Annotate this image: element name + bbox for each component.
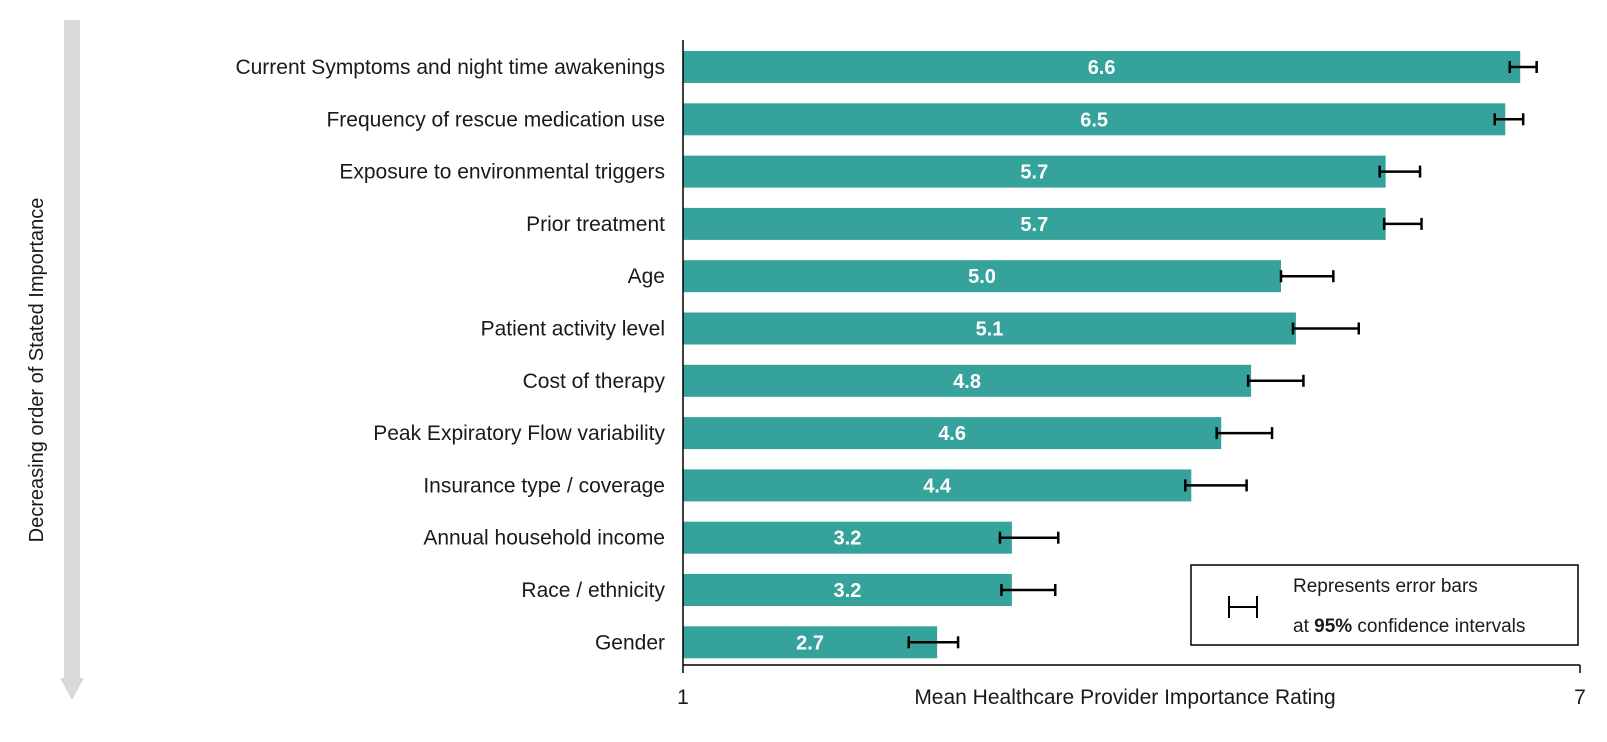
legend-line-2-prefix: at: [1293, 616, 1314, 637]
bar-value-label: 5.7: [1020, 214, 1048, 236]
legend-line-2: at 95% confidence intervals: [1293, 616, 1525, 637]
legend: Represents error bars at 95% confidence …: [1190, 564, 1579, 646]
arrow-head: [60, 678, 84, 700]
legend-box: [1190, 564, 1579, 646]
legend-line-1: Represents error bars: [1293, 576, 1478, 597]
bar-value-label: 4.6: [938, 423, 966, 445]
error-bars: [907, 61, 1538, 649]
bar: [683, 469, 1192, 502]
error-bar: [1378, 165, 1422, 178]
side-axis-title: Decreasing order of Stated Importance: [26, 198, 48, 543]
bar-value-label: 4.8: [953, 371, 981, 393]
bar-value-label: 6.6: [1088, 57, 1116, 79]
error-bar: [998, 531, 1060, 544]
bar-value-label: 4.4: [923, 475, 952, 497]
error-bar: [1246, 374, 1305, 387]
category-label: Insurance type / coverage: [423, 474, 665, 497]
bar-value-label: 3.2: [834, 580, 862, 602]
category-label: Prior treatment: [526, 213, 665, 236]
category-label: Current Symptoms and night time awakenin…: [235, 56, 665, 79]
legend-line-2-suffix: confidence intervals: [1352, 616, 1525, 637]
category-label: Age: [628, 265, 665, 288]
bar-value-label: 5.1: [976, 319, 1004, 341]
bar: [683, 312, 1296, 345]
error-bar: [907, 636, 960, 649]
importance-order-arrow: [60, 20, 84, 700]
category-label: Cost of therapy: [523, 370, 666, 393]
bar: [683, 260, 1281, 293]
bar-value-labels: 6.6 6.5 5.7 5.7 5.0 5.1 4.8 4.6 4.4 3.2 3.2 2.7: [796, 57, 1115, 654]
x-axis-title: Mean Healthcare Provider Importance Rati…: [914, 686, 1335, 709]
error-bar: [1508, 61, 1538, 73]
bar: [683, 417, 1222, 450]
bar: [683, 51, 1521, 83]
category-label: Exposure to environmental triggers: [339, 161, 665, 184]
bar-value-label: 6.5: [1080, 109, 1108, 131]
legend-line-2-bold: 95%: [1314, 616, 1352, 637]
bar-value-label: 2.7: [796, 632, 824, 654]
bar-value-label: 3.2: [834, 528, 862, 550]
error-bar: [1493, 113, 1525, 126]
error-bar: [1382, 217, 1423, 230]
arrow-shaft: [64, 20, 80, 678]
bar: [683, 626, 938, 659]
bar: [683, 521, 1012, 554]
category-labels: Current Symptoms and night time awakenin…: [235, 56, 665, 654]
bar: [683, 364, 1252, 397]
x-tick-label-max: 7: [1574, 686, 1586, 709]
legend-error-bar-icon: [1228, 596, 1258, 618]
error-bar: [1279, 270, 1335, 283]
error-bar: [1291, 322, 1360, 335]
category-label: Annual household income: [423, 527, 665, 550]
category-label: Gender: [595, 631, 665, 654]
error-bar: [1184, 479, 1248, 492]
bars: [683, 51, 1521, 659]
error-bar: [1000, 584, 1057, 596]
bar-value-label: 5.0: [968, 266, 996, 288]
bar: [683, 574, 1012, 606]
x-tick-label-min: 1: [677, 686, 689, 709]
bar: [683, 207, 1386, 240]
category-label: Patient activity level: [481, 318, 665, 341]
bar: [683, 103, 1506, 136]
error-bar: [1215, 427, 1274, 440]
category-label: Race / ethnicity: [521, 579, 665, 602]
category-label: Peak Expiratory Flow variability: [373, 422, 665, 445]
category-label: Frequency of rescue medication use: [326, 108, 665, 131]
bar-value-label: 5.7: [1020, 162, 1048, 184]
bar: [683, 155, 1386, 188]
